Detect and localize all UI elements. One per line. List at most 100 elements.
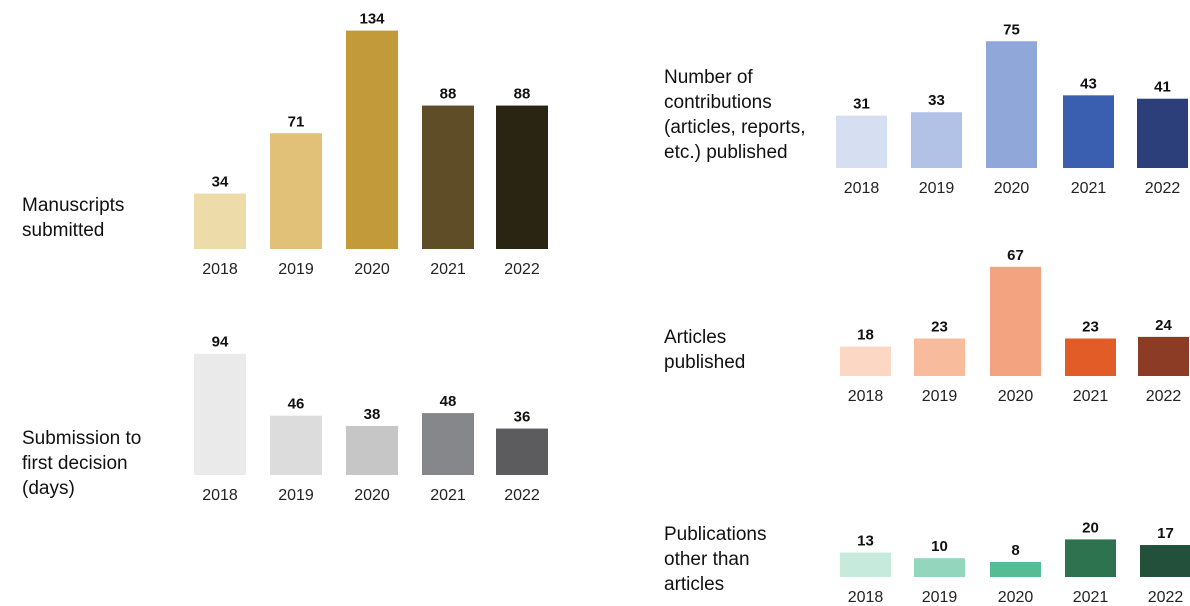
bar-2021 xyxy=(1065,539,1116,577)
tick-label-2019: 2019 xyxy=(278,487,314,504)
data-label-2019: 10 xyxy=(931,538,948,555)
data-label-2021: 20 xyxy=(1082,519,1099,536)
bar-2020 xyxy=(986,41,1037,168)
panel-label-line: Publications xyxy=(664,524,767,545)
data-label-2020: 8 xyxy=(1011,542,1019,559)
panel-label-line: etc.) published xyxy=(664,142,788,163)
data-label-2018: 13 xyxy=(857,533,874,550)
bar-2019 xyxy=(270,133,322,249)
panel-label-contributions: Number of contributions (articles, repor… xyxy=(664,65,805,165)
tick-label-2022: 2022 xyxy=(1146,388,1182,405)
tick-label-2019: 2019 xyxy=(922,388,958,405)
tick-label-2018: 2018 xyxy=(848,589,884,606)
bar-2020 xyxy=(346,425,398,475)
tick-label-2021: 2021 xyxy=(1073,589,1109,606)
panel-label-line: other than xyxy=(664,549,750,570)
panel-label-other-publications: Publications other than articles xyxy=(664,522,766,597)
panel-label-line: submitted xyxy=(22,220,105,241)
bar-2018 xyxy=(836,115,887,168)
tick-label-2021: 2021 xyxy=(430,487,466,504)
tick-label-2022: 2022 xyxy=(504,487,540,504)
bar-2018 xyxy=(840,346,891,376)
data-label-2020: 134 xyxy=(359,11,385,28)
bar-2018 xyxy=(840,552,891,577)
data-label-2019: 71 xyxy=(288,113,305,130)
data-label-2020: 38 xyxy=(364,406,381,423)
chart-contributions: 31 2018 33 2019 75 2020 43 2021 41 2022 xyxy=(836,21,1188,197)
tick-label-2020: 2020 xyxy=(354,261,390,278)
bar-2019 xyxy=(914,558,965,577)
bar-2021 xyxy=(1063,95,1114,168)
data-label-2019: 46 xyxy=(288,396,305,413)
bar-2022 xyxy=(496,105,548,249)
data-label-2020: 75 xyxy=(1003,21,1020,38)
data-label-2021: 23 xyxy=(1082,319,1099,336)
data-label-2021: 43 xyxy=(1080,75,1097,92)
bar-2019 xyxy=(914,338,965,376)
bar-2019 xyxy=(911,112,962,168)
bar-2021 xyxy=(422,413,474,475)
panel-label-articles: Articles published xyxy=(664,325,745,375)
tick-label-2021: 2021 xyxy=(1073,388,1109,405)
tick-label-2019: 2019 xyxy=(919,180,955,197)
bar-2018 xyxy=(194,193,246,249)
panel-label-line: articles xyxy=(664,574,725,595)
tick-label-2018: 2018 xyxy=(844,180,880,197)
bar-2020 xyxy=(346,30,398,249)
panel-label-line: Manuscripts xyxy=(22,195,125,216)
tick-label-2019: 2019 xyxy=(922,589,958,606)
bar-2022 xyxy=(496,428,548,475)
tick-label-2018: 2018 xyxy=(848,388,884,405)
tick-label-2018: 2018 xyxy=(202,487,238,504)
data-label-2020: 67 xyxy=(1007,247,1024,264)
data-label-2019: 33 xyxy=(928,92,945,109)
data-label-2018: 34 xyxy=(212,174,229,191)
data-label-2022: 17 xyxy=(1157,525,1174,542)
bar-2021 xyxy=(1065,338,1116,376)
tick-label-2019: 2019 xyxy=(278,261,314,278)
panel-label-line: Submission to xyxy=(22,428,142,449)
data-label-2019: 23 xyxy=(931,319,948,336)
chart-articles: 18 2018 23 2019 67 2020 23 2021 24 2022 xyxy=(840,247,1189,405)
bar-2021 xyxy=(422,105,474,249)
panel-label-line: contributions xyxy=(664,92,772,113)
tick-label-2018: 2018 xyxy=(202,261,238,278)
data-label-2022: 36 xyxy=(514,409,531,426)
bar-2022 xyxy=(1137,98,1188,168)
data-label-2022: 24 xyxy=(1155,317,1172,334)
panel-label-line: Number of xyxy=(664,67,753,88)
data-label-2021: 48 xyxy=(440,393,457,410)
data-label-2018: 18 xyxy=(857,327,874,344)
bar-2020 xyxy=(990,266,1041,376)
tick-label-2020: 2020 xyxy=(998,388,1034,405)
tick-label-2022: 2022 xyxy=(504,261,540,278)
tick-label-2021: 2021 xyxy=(430,261,466,278)
panel-label-first-decision: Submission to first decision (days) xyxy=(22,426,141,501)
panel-label-line: (days) xyxy=(22,478,75,499)
tick-label-2022: 2022 xyxy=(1145,180,1181,197)
data-label-2018: 94 xyxy=(212,334,229,351)
bar-2022 xyxy=(1140,545,1190,577)
bar-2020 xyxy=(990,561,1041,577)
chart-manuscripts: 34 2018 71 2019 134 2020 88 2021 88 2022 xyxy=(194,11,548,278)
tick-label-2020: 2020 xyxy=(354,487,390,504)
tick-label-2021: 2021 xyxy=(1071,180,1107,197)
data-label-2022: 41 xyxy=(1154,79,1171,96)
panel-label-manuscripts: Manuscripts submitted xyxy=(22,193,124,243)
data-label-2018: 31 xyxy=(853,96,870,113)
tick-label-2022: 2022 xyxy=(1148,589,1184,606)
tick-label-2020: 2020 xyxy=(994,180,1030,197)
panel-label-line: (articles, reports, xyxy=(664,117,806,138)
panel-label-line: published xyxy=(664,352,746,373)
panel-label-line: first decision xyxy=(22,453,128,474)
bar-2022 xyxy=(1138,336,1189,376)
tick-label-2020: 2020 xyxy=(998,589,1034,606)
bar-2019 xyxy=(270,415,322,475)
data-label-2022: 88 xyxy=(514,86,531,103)
panel-label-line: Articles xyxy=(664,327,727,348)
chart-first-decision: 94 2018 46 2019 38 2020 48 2021 36 2022 xyxy=(194,334,548,504)
data-label-2021: 88 xyxy=(440,86,457,103)
